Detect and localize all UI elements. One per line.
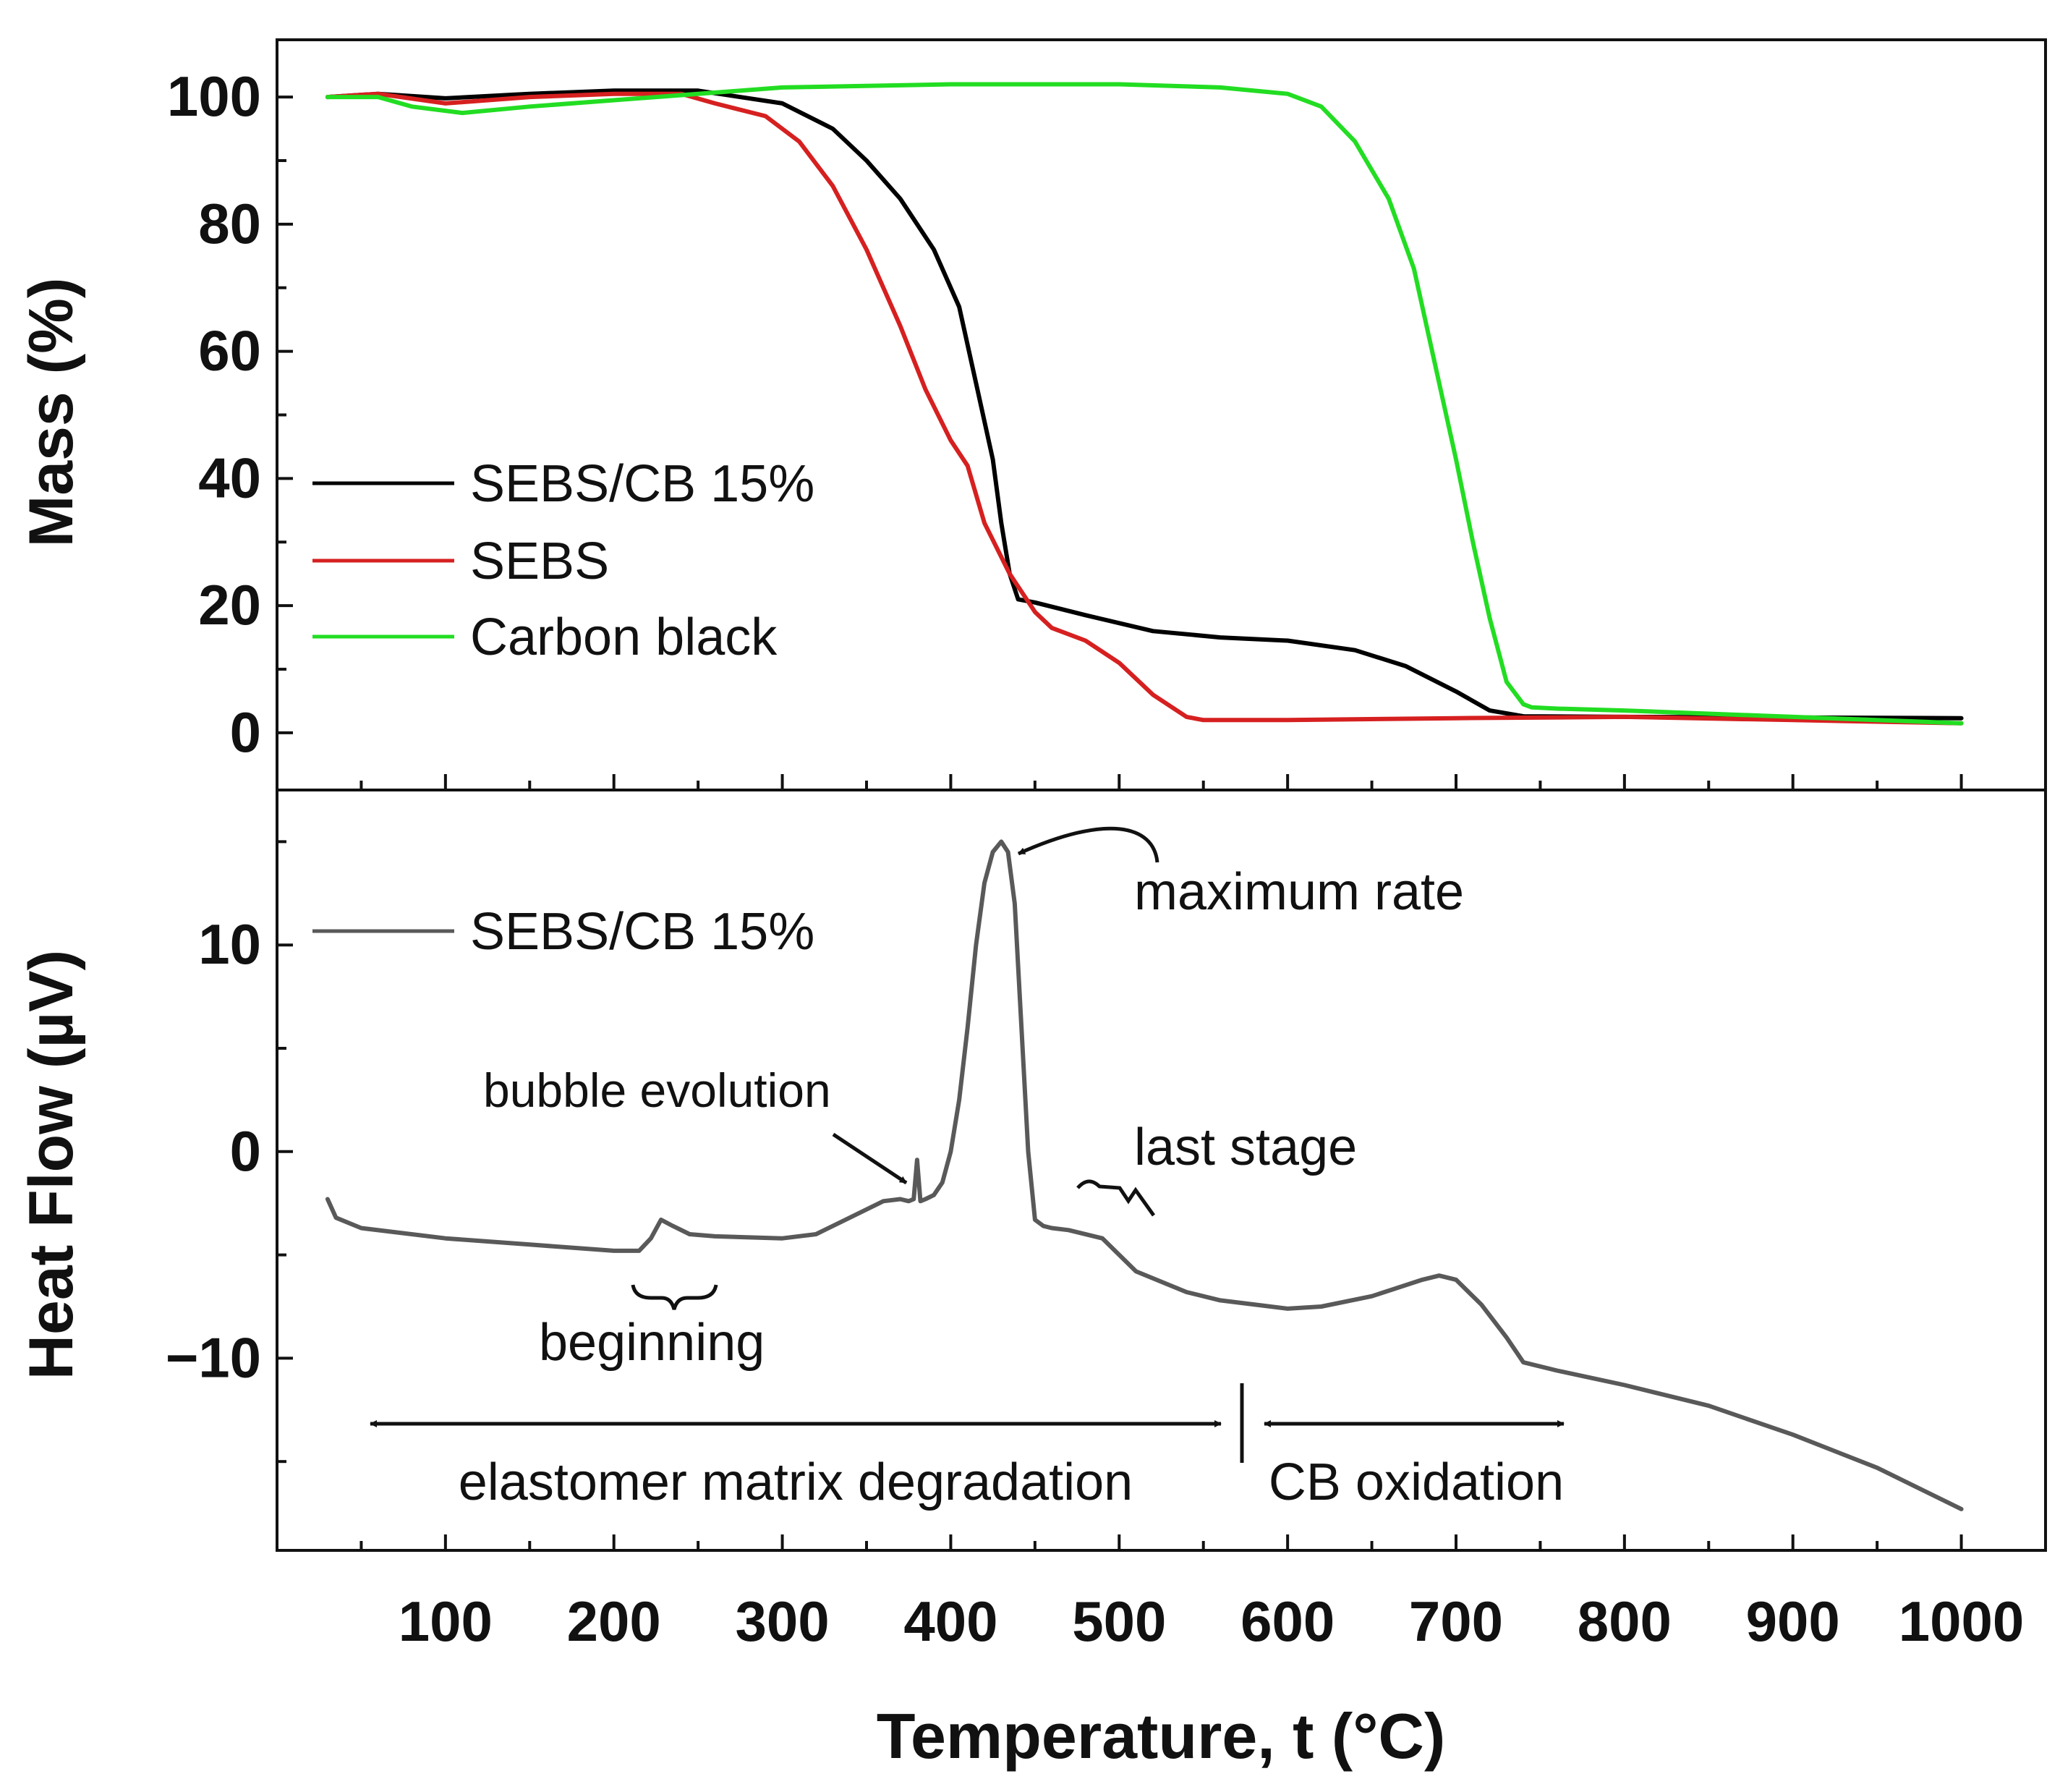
top-y-axis-title: Mass (%): [17, 278, 86, 548]
tick-marks: 0 20 40 60 80 100 −10 0 10 100 200 300 400 500 600 700 8…: [166, 64, 2025, 1653]
top-y-tick-label: 80: [198, 192, 261, 255]
bottom-y-axis-title: Heat Flow (µV): [17, 950, 86, 1380]
annotation-elastomer-degradation: elastomer matrix degradation: [459, 1453, 1133, 1511]
annotation-last-stage: last stage: [1134, 1118, 1357, 1176]
top-series-carbon-black: [325, 82, 1964, 726]
legend-top: SEBS/CB 15% SEBS Carbon black: [312, 455, 814, 666]
x-axis-title: Temperature, t (°C): [877, 1700, 1446, 1772]
plot-frame: [276, 38, 2047, 1552]
legend-label-carbon-black: Carbon black: [470, 608, 778, 666]
legend-label-heat-flow: SEBS/CB 15%: [470, 903, 814, 961]
annotation-maximum-rate: maximum rate: [1134, 863, 1464, 921]
x-tick-label: 400: [903, 1589, 997, 1653]
bottom-y-tick-label: 10: [198, 912, 261, 976]
annotation-bubble-evolution-arrow: [832, 1132, 908, 1185]
legend-label-sebs-cb: SEBS/CB 15%: [470, 455, 814, 513]
annotations: maximum rate bubble evolution last stage…: [370, 826, 1565, 1511]
top-y-tick-label: 0: [230, 700, 261, 764]
legend-bottom: SEBS/CB 15%: [312, 903, 814, 961]
x-tick-label: 200: [567, 1589, 661, 1653]
top-series-sebs: [325, 91, 1964, 726]
top-y-tick-label: 60: [198, 319, 261, 383]
legend-label-sebs: SEBS: [470, 532, 609, 590]
bottom-y-tick-label: 0: [230, 1119, 261, 1183]
annotation-beginning: beginning: [539, 1314, 765, 1372]
beginning-brace: [631, 1284, 718, 1310]
last-stage-brace: [1076, 1179, 1156, 1217]
x-tick-label: 600: [1240, 1589, 1335, 1653]
x-tick-label: 100: [399, 1589, 493, 1653]
x-tick-label: 900: [1746, 1589, 1840, 1653]
x-tick-label: 700: [1409, 1589, 1503, 1653]
top-y-tick-label: 20: [198, 573, 261, 637]
x-tick-label: 1000: [1899, 1589, 2025, 1653]
series-lines: [325, 82, 1964, 1511]
bottom-series-sebs-cb-15: [325, 839, 1964, 1511]
x-tick-label: 500: [1072, 1589, 1166, 1653]
x-tick-label: 300: [736, 1589, 830, 1653]
annotation-cb-oxidation: CB oxidation: [1269, 1453, 1564, 1511]
bottom-y-tick-label: −10: [166, 1325, 261, 1389]
top-y-tick-label: 40: [198, 446, 261, 509]
top-y-tick-label: 100: [167, 64, 261, 128]
annotation-bubble-evolution: bubble evolution: [483, 1063, 831, 1117]
annotation-maximum-rate-arrow: [1017, 826, 1159, 863]
top-series-sebs-cb-15: [325, 88, 1964, 721]
x-tick-label: 800: [1578, 1589, 1672, 1653]
